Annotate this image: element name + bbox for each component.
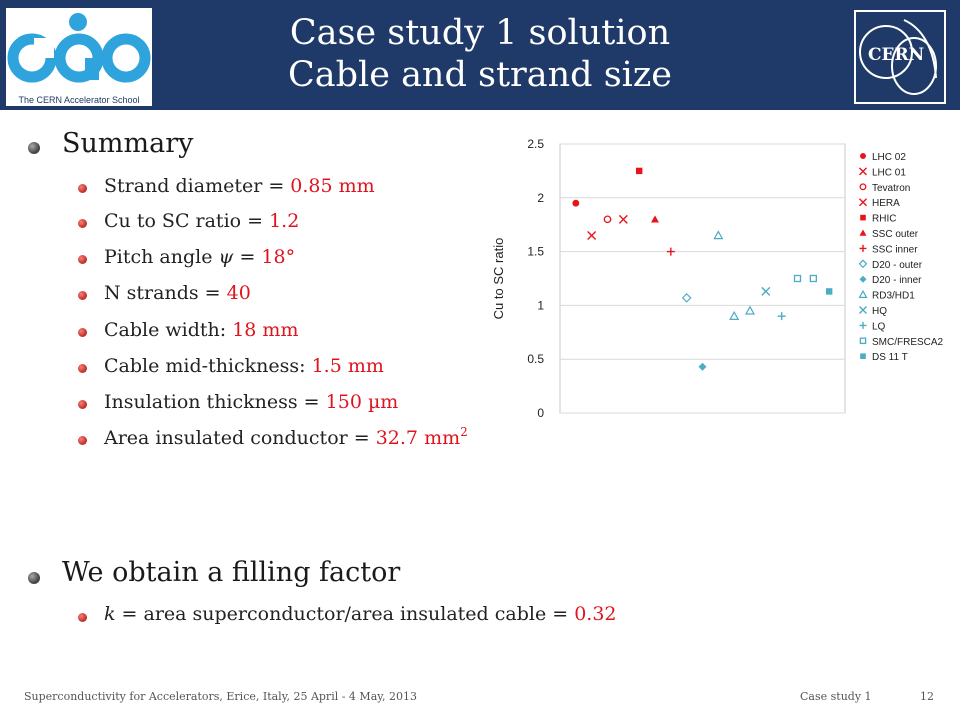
legend-marker (859, 229, 867, 236)
legend-marker (859, 321, 867, 329)
cas-logo-caption: The CERN Accelerator School (18, 95, 140, 105)
legend-label: SSC outer (872, 229, 919, 240)
footer-section: Case study 1 (800, 690, 872, 703)
data-point (603, 215, 612, 224)
data-point (681, 293, 692, 303)
data-point (587, 230, 597, 240)
y-axis-label: Cu to SC ratio (491, 238, 506, 320)
legend-marker (859, 167, 867, 176)
filling-factor-formula: k = area superconductor/area insulated c… (104, 603, 617, 625)
legend-marker (859, 275, 867, 283)
legend-marker (859, 337, 867, 345)
legend-marker (859, 183, 867, 191)
y-tick-label: 0 (537, 406, 544, 420)
legend-label: Tevatron (872, 183, 910, 194)
cern-logo-text: CERN (868, 45, 924, 65)
y-tick-label: 2 (537, 191, 544, 205)
filling-bullet-icon (28, 572, 40, 584)
legend-label: DS 11 T (872, 352, 908, 363)
data-point (761, 286, 771, 296)
legend-marker (858, 289, 868, 298)
plot-area (559, 143, 846, 414)
data-point (729, 310, 740, 320)
data-point (793, 274, 802, 283)
y-tick-label: 1.5 (527, 245, 544, 259)
legend-label: D20 - inner (872, 275, 922, 286)
bullet-icon (78, 436, 87, 445)
bullet-icon (78, 255, 87, 264)
slide-header: The CERN Accelerator School Case study 1… (0, 0, 960, 110)
legend-marker (860, 153, 866, 159)
title-line-1: Case study 1 solution (289, 13, 671, 53)
title-line-2: Cable and strand size (287, 55, 673, 95)
area-insulated-conductor: Area insulated conductor = 32.7 mm2 (104, 425, 468, 449)
summary-heading: Summary (62, 128, 194, 159)
y-tick-label: 2.5 (527, 137, 544, 151)
legend-label: RD3/HD1 (872, 291, 915, 302)
legend-label: LHC 01 (872, 167, 906, 178)
cu-sc-ratio: Cu to SC ratio = 1.2 (104, 210, 300, 232)
legend-label: HERA (872, 198, 900, 209)
pitch-angle: Pitch angle ψ = 18° (104, 246, 296, 268)
cas-logo: The CERN Accelerator School (6, 8, 152, 106)
legend-marker (859, 198, 867, 207)
data-point (809, 274, 817, 283)
strand-diameter: Strand diameter = 0.85 mm (104, 175, 375, 197)
cable-mid-thickness: Cable mid-thickness: 1.5 mm (104, 355, 384, 377)
data-point (698, 362, 707, 371)
slide-title: Case study 1 solution Cable and strand s… (230, 12, 730, 96)
legend-label: RHIC (872, 214, 896, 225)
legend-label: LHC 02 (872, 152, 906, 163)
legend-label: LQ (872, 321, 886, 332)
filling-heading: We obtain a filling factor (62, 557, 401, 588)
cu-sc-ratio-chart: 0 0.5 1 1.5 2 2.5 Cu to SC ratio LHC 02 LHC 01 Te… (491, 137, 944, 420)
n-strands: N strands = 40 (104, 282, 251, 304)
legend-marker (858, 259, 868, 269)
data-point (635, 167, 643, 175)
legend-label: SSC inner (872, 244, 918, 255)
data-point (572, 199, 580, 207)
y-tick-label: 0.5 (527, 352, 544, 366)
data-point (777, 312, 786, 321)
data-point (651, 215, 659, 223)
bullet-icon (78, 328, 87, 337)
legend-label: SMC/FRESCA2 (872, 337, 944, 348)
data-point (744, 305, 756, 315)
bullet-icon (78, 219, 87, 228)
bullet-icon (78, 400, 87, 409)
legend-marker (860, 353, 866, 359)
legend-label: HQ (872, 306, 887, 317)
cable-width: Cable width: 18 mm (104, 319, 299, 341)
cern-logo-graphic: CERN (854, 10, 946, 104)
legend-marker (859, 306, 867, 314)
bullet-icon (78, 364, 87, 373)
bullet-icon (78, 184, 87, 193)
summary-bullet-icon (28, 142, 40, 154)
footer-page-number: 12 (920, 690, 934, 703)
data-point (825, 288, 833, 295)
bullet-icon (78, 613, 87, 622)
data-point (713, 230, 724, 240)
insulation-thickness: Insulation thickness = 150 µm (104, 391, 399, 413)
footer-conference: Superconductivity for Accelerators, Eric… (24, 690, 417, 703)
y-tick-label: 1 (537, 298, 544, 312)
data-point (618, 214, 628, 224)
data-point (666, 247, 675, 256)
cern-logo: CERN (852, 8, 948, 106)
legend-marker (859, 244, 867, 252)
legend-marker (860, 214, 866, 221)
cas-logo-graphic (7, 13, 151, 83)
bullet-icon (78, 291, 87, 300)
legend-label: D20 - outer (872, 260, 923, 271)
